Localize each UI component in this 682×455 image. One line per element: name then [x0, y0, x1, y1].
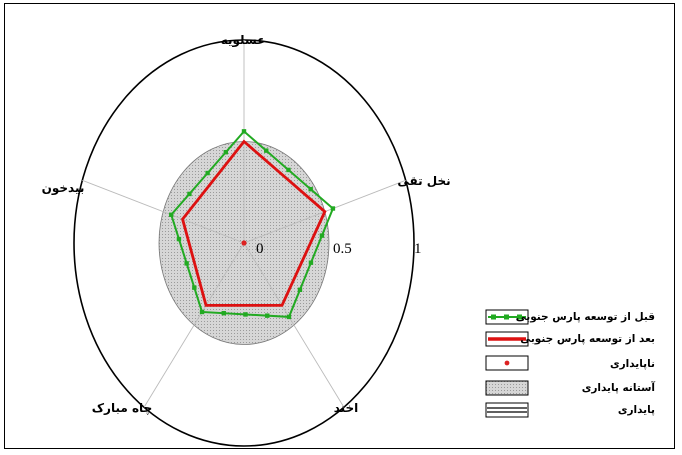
legend-label-unstable: ناپایداری [610, 358, 655, 370]
series-0-marker-16 [169, 212, 174, 217]
series-0-marker-19 [223, 150, 229, 155]
series-line-1 [181, 139, 327, 307]
tick-label-1: 1 [414, 241, 422, 257]
spoke-2 [243, 242, 345, 408]
series-0-marker-1 [264, 148, 269, 153]
legend-item-threshold: آستانه پایداری [485, 380, 656, 396]
axis-label-chah-mobarak: چاه مبارک [92, 401, 152, 415]
series-0-marker-7 [297, 287, 303, 293]
series-0-marker-9 [265, 313, 270, 318]
series-0-marker-18 [205, 170, 210, 176]
legend-label-before: قبل از توسعه پارس جنوبی [516, 311, 655, 323]
series-0-marker-12 [199, 309, 205, 315]
series-0-marker-13 [192, 285, 197, 290]
series-0-marker-10 [243, 312, 248, 317]
axis-label-asaluyeh: عسلویه [221, 33, 266, 48]
chart-frame [4, 3, 675, 449]
spoke-3 [143, 242, 245, 408]
legend-item-stable: پایداری [485, 402, 655, 418]
series-0-marker-6 [308, 260, 314, 265]
legend-label-after: بعد از توسعه پارس جنوبی [520, 333, 655, 345]
series-0-marker-14 [184, 261, 189, 266]
axis-label-akhand: اخند [334, 401, 359, 415]
legend-item-after: بعد از توسعه پارس جنوبی [485, 331, 655, 347]
tick-label-0: 0 [256, 241, 264, 257]
unstable-center-dot [241, 240, 247, 246]
legend-label-stable: پایداری [618, 404, 655, 416]
tick-label-05: 0.5 [333, 241, 352, 257]
series-0-marker-8 [286, 314, 292, 320]
series-0-marker-5 [319, 233, 325, 238]
legend-item-before: قبل از توسعه پارس جنوبی [485, 309, 655, 325]
legend-item-unstable: ناپایداری [485, 355, 655, 371]
series-0-marker-4 [330, 206, 336, 211]
legend: قبل از توسعه پارس جنوبی بعد از توسعه پار… [485, 309, 656, 418]
series-0-marker-17 [187, 191, 192, 197]
spoke-4 [82, 179, 245, 244]
series-0-marker-11 [221, 311, 226, 316]
series-0-marker-2 [286, 167, 291, 173]
series-0-marker-3 [308, 187, 313, 192]
legend-label-threshold: آستانه پایداری [582, 381, 656, 394]
axis-label-nakhl-taghi: نخل تقی [397, 174, 450, 188]
series-0-marker-15 [176, 236, 182, 242]
axis-label-bidkhun: بیدخون [42, 181, 85, 196]
series-0-marker-0 [241, 129, 247, 134]
